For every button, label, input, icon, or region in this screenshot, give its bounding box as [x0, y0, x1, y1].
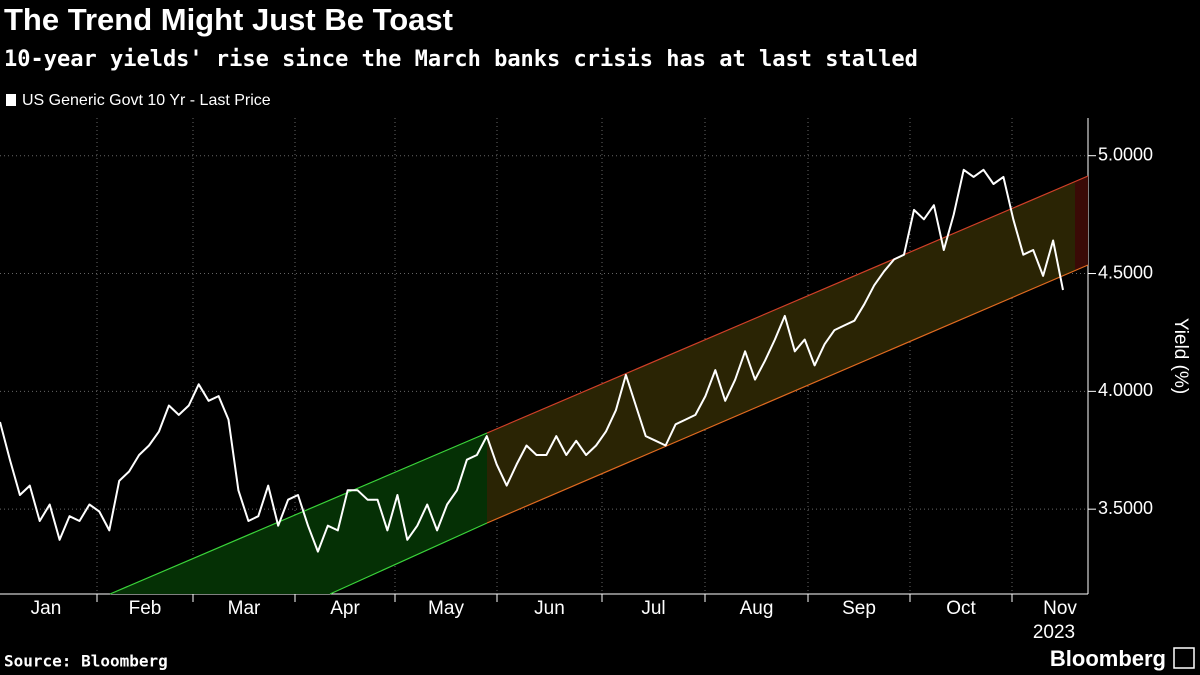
x-tick-label: Apr: [330, 598, 360, 619]
channel-line: [329, 522, 488, 595]
legend-label: US Generic Govt 10 Yr - Last Price: [22, 92, 271, 109]
trend-channel: [109, 175, 1089, 595]
x-tick-label: Jan: [31, 598, 62, 619]
legend-swatch: [6, 94, 16, 106]
x-tick-label: Nov: [1043, 598, 1077, 619]
brand-logo: Bloomberg: [1050, 646, 1166, 671]
y-tick-label: 4.0000: [1098, 380, 1153, 400]
chart-subtitle: 10-year yields' rise since the March ban…: [4, 47, 918, 72]
source-note: Source: Bloomberg: [4, 652, 168, 671]
y-tick-label: 3.5000: [1098, 498, 1153, 518]
x-tick-label: Jun: [534, 598, 565, 619]
channel-line: [486, 175, 1089, 434]
x-tick-label: Mar: [228, 598, 261, 619]
brand-icon: [1173, 647, 1195, 669]
x-tick-label: Jul: [641, 598, 665, 619]
channel-fill: [1075, 176, 1088, 271]
channel-line: [486, 264, 1089, 524]
x-tick-label: May: [428, 598, 464, 619]
channel-fill: [487, 182, 1075, 523]
x-tick-label: Sep: [842, 598, 876, 619]
x-axis-label: 2023: [1033, 622, 1075, 643]
chart-title: The Trend Might Just Be Toast: [4, 2, 453, 37]
x-tick-label: Aug: [740, 598, 774, 619]
x-tick-label: Feb: [129, 598, 162, 619]
data-line: [0, 168, 1064, 553]
channel-line: [109, 432, 488, 595]
x-tick-label: Oct: [946, 598, 976, 619]
y-tick-label: 5.0000: [1098, 144, 1153, 164]
y-axis-label: Yield (%): [1170, 318, 1191, 394]
y-tick-label: 4.5000: [1098, 262, 1153, 282]
